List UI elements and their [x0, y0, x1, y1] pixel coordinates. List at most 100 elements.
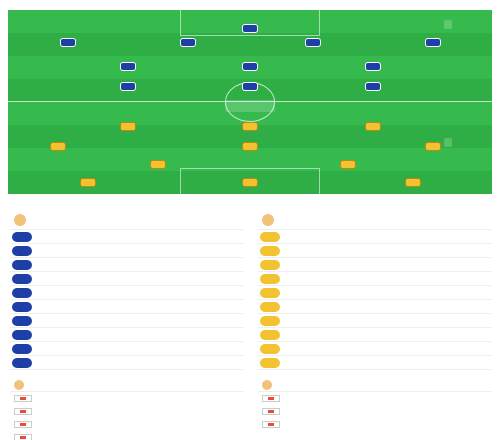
sub-row[interactable] [10, 286, 244, 300]
away-player[interactable] [128, 160, 188, 170]
sub-number [260, 358, 280, 368]
sub-row[interactable] [10, 244, 244, 258]
home-player[interactable] [38, 38, 98, 48]
sub-number [12, 274, 32, 284]
sub-row[interactable] [10, 356, 244, 370]
away-player[interactable] [220, 122, 280, 132]
home-player[interactable] [343, 62, 403, 72]
home-injuries-list [10, 378, 244, 440]
shirt-icon [80, 178, 96, 187]
injury-row[interactable] [258, 405, 492, 418]
shirt-icon [365, 122, 381, 131]
sub-row[interactable] [10, 328, 244, 342]
sub-number [12, 302, 32, 312]
sub-row[interactable] [258, 272, 492, 286]
sub-row[interactable] [258, 342, 492, 356]
injury-icon [262, 421, 280, 428]
shirt-icon [242, 142, 258, 151]
sub-row[interactable] [258, 286, 492, 300]
coach-icon [262, 214, 274, 226]
injury-row[interactable] [10, 418, 244, 431]
away-player[interactable] [220, 178, 280, 188]
sub-number [12, 260, 32, 270]
shirt-icon [180, 38, 196, 47]
shirt-icon [120, 122, 136, 131]
sub-row[interactable] [258, 230, 492, 244]
center-label [225, 100, 275, 112]
injury-icon [14, 434, 32, 440]
sub-row[interactable] [258, 244, 492, 258]
home-formation [444, 20, 452, 29]
injury-row[interactable] [258, 392, 492, 405]
shirt-icon [242, 178, 258, 187]
home-player[interactable] [98, 82, 158, 92]
injury-icon [262, 408, 280, 415]
sub-number [12, 288, 32, 298]
shirt-icon [425, 142, 441, 151]
home-player[interactable] [343, 82, 403, 92]
away-player[interactable] [58, 178, 118, 188]
shirt-icon [120, 82, 136, 91]
injury-row[interactable] [10, 405, 244, 418]
home-player[interactable] [403, 38, 463, 48]
injury-row[interactable] [258, 418, 492, 431]
home-player[interactable] [283, 38, 343, 48]
away-player[interactable] [343, 122, 403, 132]
sub-row[interactable] [258, 300, 492, 314]
home-player[interactable] [220, 82, 280, 92]
injury-icon [14, 395, 32, 402]
injury-icon [14, 421, 32, 428]
sub-row[interactable] [258, 356, 492, 370]
sub-number [12, 344, 32, 354]
away-player[interactable] [383, 178, 443, 188]
away-player[interactable] [98, 122, 158, 132]
away-injuries-list [258, 378, 492, 431]
sub-row[interactable] [258, 258, 492, 272]
home-player[interactable] [158, 38, 218, 48]
sub-row[interactable] [10, 258, 244, 272]
sub-number [260, 302, 280, 312]
shirt-icon [60, 38, 76, 47]
shirt-icon [365, 82, 381, 91]
away-player[interactable] [318, 160, 378, 170]
away-player[interactable] [220, 142, 280, 152]
injury-row[interactable] [10, 392, 244, 405]
home-subs-list [10, 210, 244, 370]
injury-icon [14, 408, 32, 415]
shirt-icon [242, 62, 258, 71]
sub-row[interactable] [10, 230, 244, 244]
sub-number [12, 232, 32, 242]
sub-number [260, 260, 280, 270]
away-coach[interactable] [258, 210, 492, 230]
shirt-icon [120, 62, 136, 71]
sub-number [12, 316, 32, 326]
sub-row[interactable] [10, 314, 244, 328]
shirt-icon [150, 160, 166, 169]
sub-number [12, 358, 32, 368]
injury-icon [262, 395, 280, 402]
sub-number [12, 330, 32, 340]
home-coach[interactable] [10, 210, 244, 230]
home-player[interactable] [220, 24, 280, 34]
sub-row[interactable] [258, 328, 492, 342]
team-crest-icon [262, 380, 272, 390]
shirt-icon [50, 142, 66, 151]
sub-row[interactable] [10, 342, 244, 356]
sub-row[interactable] [10, 272, 244, 286]
sub-number [12, 246, 32, 256]
coach-icon [14, 214, 26, 226]
shirt-icon [365, 62, 381, 71]
sub-number [260, 288, 280, 298]
sub-row[interactable] [258, 314, 492, 328]
sub-number [260, 330, 280, 340]
home-player[interactable] [98, 62, 158, 72]
shirt-icon [305, 38, 321, 47]
home-player[interactable] [220, 62, 280, 72]
sub-number [260, 274, 280, 284]
injury-row[interactable] [10, 431, 244, 440]
sub-row[interactable] [10, 300, 244, 314]
away-player[interactable] [403, 142, 463, 152]
sub-number [260, 316, 280, 326]
away-player[interactable] [28, 142, 88, 152]
shirt-icon [340, 160, 356, 169]
